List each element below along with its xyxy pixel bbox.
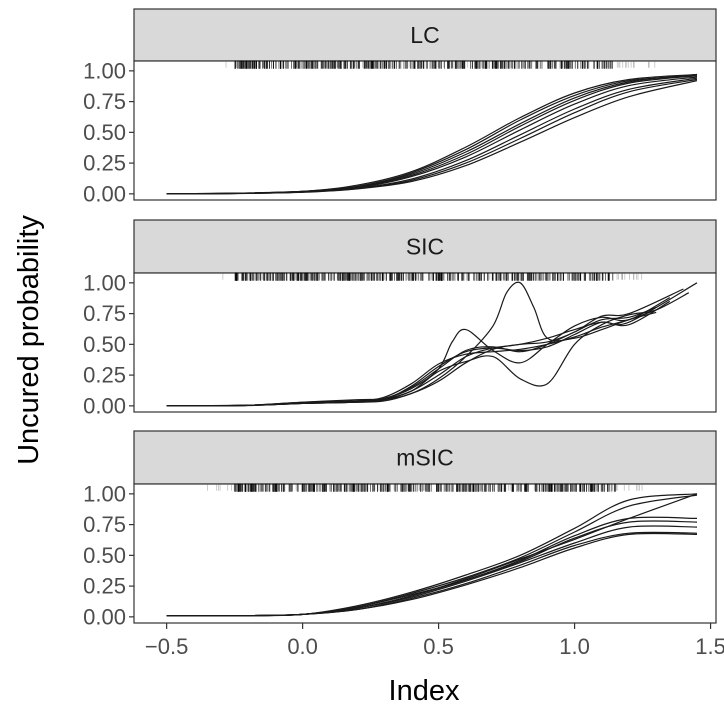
rug-marks [207, 483, 643, 492]
panel-strip [133, 430, 717, 485]
panel-strip [133, 8, 717, 62]
y-tick-label: 0.50 [83, 120, 126, 145]
x-tick-label: −0.5 [145, 634, 188, 659]
curve-line-7 [166, 292, 690, 407]
x-tick-label: 0.0 [287, 634, 318, 659]
rug-marks [225, 60, 656, 69]
y-tick-label: 0.50 [83, 543, 126, 568]
curve-line-8 [166, 80, 698, 195]
y-tick-label: 1.00 [83, 270, 126, 295]
panel-msic: mSIC 0.00 0.25 0.50 0.75 1.00 [83, 430, 717, 629]
panels-layer: LC 0.00 0.25 0.50 0.75 1.00 SIC 0.00 0.25 0.50 0.7… [83, 8, 717, 629]
curve-line-8 [166, 493, 698, 617]
y-tick-label: 0.25 [83, 151, 126, 176]
curve-line-8 [166, 282, 698, 407]
panel-strip-label: mSIC [396, 445, 454, 471]
panel-strip-label: SIC [406, 234, 444, 260]
x-axis: −0.5 0.0 0.5 1.0 1.5 [145, 623, 724, 659]
panel-lc: LC 0.00 0.25 0.50 0.75 1.00 [83, 8, 717, 206]
y-tick-label: 0.25 [83, 363, 126, 388]
x-tick-label: 1.5 [695, 634, 724, 659]
y-tick-label: 0.25 [83, 574, 126, 599]
y-tick-label: 0.50 [83, 332, 126, 357]
panel-strip [133, 219, 717, 274]
y-tick-label: 1.00 [83, 58, 126, 83]
panel-strip-label: LC [410, 22, 439, 48]
curve-line-6 [166, 281, 657, 407]
x-tick-label: 0.5 [423, 634, 454, 659]
y-tick-label: 0.00 [83, 604, 126, 629]
y-tick-label: 0.75 [83, 301, 126, 326]
x-tick-label: 1.0 [559, 634, 590, 659]
panel-sic: SIC 0.00 0.25 0.50 0.75 1.00 [83, 219, 717, 418]
panel-frame [133, 272, 717, 413]
y-tick-label: 0.00 [83, 393, 126, 418]
y-axis-title: Uncured probability [13, 215, 45, 465]
y-tick-label: 0.75 [83, 512, 126, 537]
x-axis-title: Index [389, 675, 460, 707]
y-tick-label: 0.75 [83, 89, 126, 114]
y-tick-label: 0.00 [83, 181, 126, 206]
y-tick-label: 1.00 [83, 481, 126, 506]
panel-frame [133, 483, 717, 624]
rug-marks [222, 272, 643, 281]
